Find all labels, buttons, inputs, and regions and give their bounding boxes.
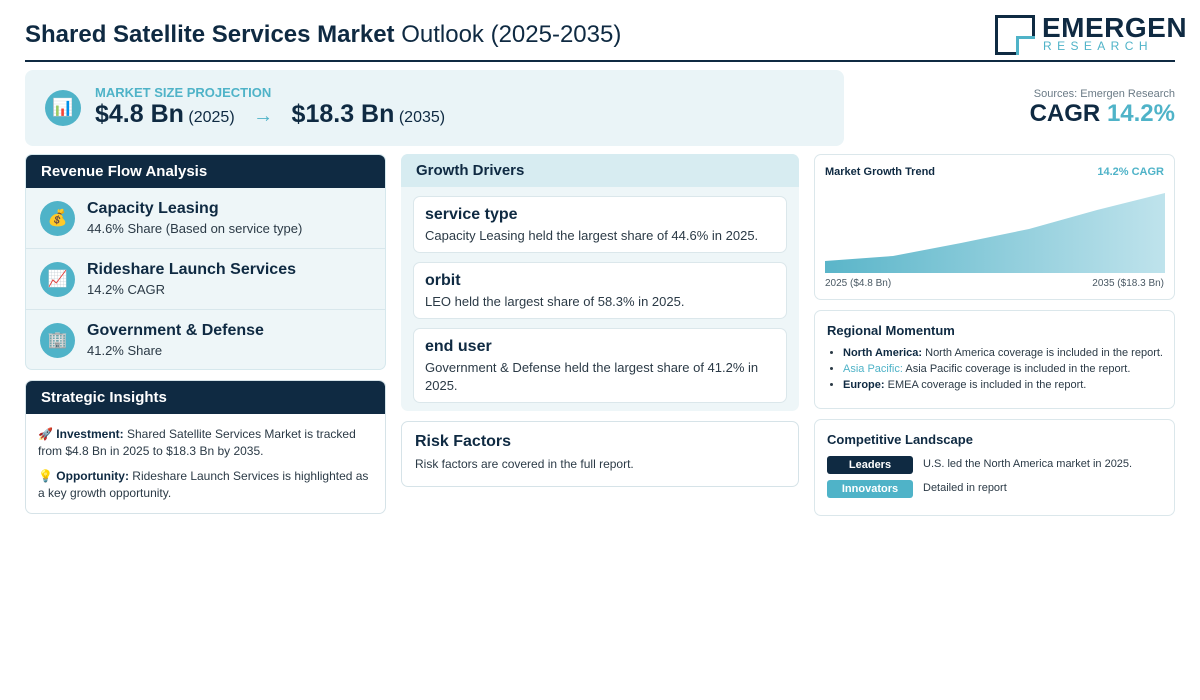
cagr-value: 14.2% <box>1106 100 1175 127</box>
competitive-landscape-card: Competitive Landscape Leaders U.S. led t… <box>814 419 1175 516</box>
driver-item: orbit LEO held the largest share of 58.3… <box>413 262 787 319</box>
competitive-landscape-title: Competitive Landscape <box>827 432 973 447</box>
rocket-icon: 🚀 <box>38 427 53 441</box>
region-item: Asia Pacific: Asia Pacific coverage is i… <box>843 363 1162 375</box>
logo-subtitle: RESEARCH <box>1043 39 1153 53</box>
competitive-text: Detailed in report <box>923 482 1007 494</box>
driver-text: Capacity Leasing held the largest share … <box>425 228 759 243</box>
growth-trend-area <box>825 193 1165 273</box>
lightbulb-icon: 💡 <box>38 469 53 483</box>
projection-end-value: $18.3 Bn <box>291 100 395 128</box>
revenue-flow-card: Revenue Flow Analysis 💰 Capacity Leasing… <box>25 154 386 370</box>
revenue-item-subtitle: 14.2% CAGR <box>87 282 166 297</box>
growth-drivers-title: Growth Drivers <box>401 154 799 187</box>
investment-label: Investment: <box>56 427 124 441</box>
growth-trend-start-label: 2025 ($4.8 Bn) <box>825 278 892 289</box>
competitive-row: Leaders U.S. led the North America marke… <box>827 456 1162 480</box>
driver-text: Government & Defense held the largest sh… <box>425 360 759 393</box>
revenue-item-title: Capacity Leasing <box>87 200 219 217</box>
driver-title: end user <box>425 338 492 355</box>
projection-values: $4.8 Bn (2025) → $18.3 Bn (2035) <box>95 100 445 129</box>
region-label: North America: <box>843 347 923 359</box>
risk-factors-card: Risk Factors Risk factors are covered in… <box>401 421 799 487</box>
opportunity-label: Opportunity: <box>56 469 129 483</box>
innovators-badge: Innovators <box>827 480 913 498</box>
sources-note: Sources: Emergen Research <box>1033 88 1175 100</box>
revenue-item-subtitle: 44.6% Share (Based on service type) <box>87 221 303 236</box>
driver-title: service type <box>425 206 518 223</box>
trend-chart-icon: 📈 <box>40 262 75 297</box>
cagr-summary: CAGR 14.2% <box>1030 100 1175 128</box>
growth-trend-end-label: 2035 ($18.3 Bn) <box>1092 278 1164 289</box>
revenue-item: 📈 Rideshare Launch Services 14.2% CAGR <box>26 249 385 310</box>
projection-end-year: (2035) <box>398 109 446 126</box>
risk-factors-title: Risk Factors <box>415 433 512 450</box>
revenue-item-title: Government & Defense <box>87 322 264 339</box>
page-title-bold: Shared Satellite Services Market <box>25 21 395 48</box>
growth-trend-title: Market Growth Trend <box>825 166 936 178</box>
region-label: Asia Pacific: <box>843 363 903 375</box>
region-text: North America coverage is included in th… <box>925 347 1163 359</box>
bar-chart-icon: 📊 <box>45 90 81 126</box>
regional-momentum-card: Regional Momentum North America: North A… <box>814 310 1175 409</box>
projection-label: MARKET SIZE PROJECTION <box>95 85 272 100</box>
region-label: Europe: <box>843 379 885 391</box>
investment-text: Shared Satellite Services Market is trac… <box>38 427 356 458</box>
logo-name: EMERGEN <box>1042 12 1188 43</box>
revenue-flow-title: Revenue Flow Analysis <box>26 155 385 188</box>
leaders-badge: Leaders <box>827 456 913 474</box>
strategic-insights-body: 🚀 Investment: Shared Satellite Services … <box>26 414 385 502</box>
driver-item: end user Government & Defense held the l… <box>413 328 787 403</box>
region-item: North America: North America coverage is… <box>843 347 1163 359</box>
driver-title: orbit <box>425 272 461 289</box>
building-icon: 🏢 <box>40 323 75 358</box>
projection-start-year: (2025) <box>188 109 235 126</box>
strategic-insights-card: Strategic Insights 🚀 Investment: Shared … <box>25 380 386 514</box>
projection-start-value: $4.8 Bn <box>95 100 184 128</box>
logo-mark-icon <box>995 15 1035 55</box>
arrow-right-icon: → <box>253 105 274 127</box>
growth-trend-cagr: 14.2% CAGR <box>1097 166 1164 178</box>
driver-text: LEO held the largest share of 58.3% in 2… <box>425 294 685 309</box>
investment-insight: 🚀 Investment: Shared Satellite Services … <box>38 426 373 460</box>
opportunity-text: Rideshare Launch Services is highlighted… <box>38 469 369 500</box>
region-text: EMEA coverage is included in the report. <box>887 379 1087 391</box>
emergen-logo: EMERGEN RESEARCH <box>995 12 1187 56</box>
revenue-item: 🏢 Government & Defense 41.2% Share <box>26 310 385 369</box>
money-bag-icon: 💰 <box>40 201 75 236</box>
regional-momentum-title: Regional Momentum <box>827 323 955 338</box>
strategic-insights-title: Strategic Insights <box>26 381 385 414</box>
page-header: Shared Satellite Services Market Outlook… <box>25 12 1187 62</box>
market-growth-trend-card: Market Growth Trend 14.2% CAGR 2025 ($4.… <box>814 154 1175 300</box>
page-title-rest: Outlook (2025-2035) <box>401 21 622 48</box>
page-title: Shared Satellite Services Market Outlook… <box>25 21 621 49</box>
opportunity-insight: 💡 Opportunity: Rideshare Launch Services… <box>38 468 373 502</box>
region-text: Asia Pacific coverage is included in the… <box>905 363 1131 375</box>
growth-trend-area-chart <box>825 193 1165 273</box>
competitive-row: Innovators Detailed in report <box>827 480 1162 504</box>
revenue-item-title: Rideshare Launch Services <box>87 261 296 278</box>
revenue-item: 💰 Capacity Leasing 44.6% Share (Based on… <box>26 188 385 249</box>
region-item: Europe: EMEA coverage is included in the… <box>843 379 1162 391</box>
driver-item: service type Capacity Leasing held the l… <box>413 196 787 253</box>
regional-list: North America: North America coverage is… <box>827 347 1163 391</box>
competitive-text: U.S. led the North America market in 202… <box>923 458 1133 470</box>
cagr-label: CAGR <box>1029 100 1101 127</box>
risk-factors-text: Risk factors are covered in the full rep… <box>415 457 634 471</box>
market-size-projection: 📊 MARKET SIZE PROJECTION $4.8 Bn (2025) … <box>25 70 844 146</box>
revenue-item-subtitle: 41.2% Share <box>87 343 163 358</box>
growth-drivers-card: Growth Drivers service type Capacity Lea… <box>401 154 799 411</box>
